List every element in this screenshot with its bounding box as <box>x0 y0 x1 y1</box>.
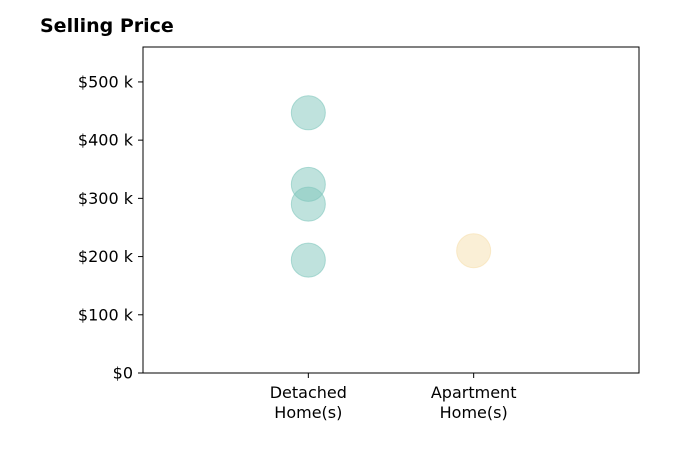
y-tick-label: $400 k <box>78 131 134 150</box>
y-tick-label: $100 k <box>78 305 134 324</box>
data-point <box>290 242 326 278</box>
chart-title: Selling Price <box>40 15 174 37</box>
y-tick-label: $500 k <box>78 72 134 91</box>
data-point <box>456 233 492 269</box>
plot-frame <box>142 46 640 374</box>
x-tick-label: Apartment Home(s) <box>431 383 517 422</box>
x-axis: Detached Home(s) Apartment Home(s) <box>270 373 517 422</box>
data-points <box>290 95 492 278</box>
y-tick-label: $200 k <box>78 247 134 266</box>
y-tick-label: $0 <box>113 364 133 383</box>
x-tick-label: Detached Home(s) <box>270 383 347 422</box>
data-point <box>290 186 326 222</box>
data-point <box>290 95 326 131</box>
y-tick-label: $300 k <box>78 189 134 208</box>
y-axis: $0 $100 k $200 k $300 k $400 k $500 k <box>78 72 143 383</box>
